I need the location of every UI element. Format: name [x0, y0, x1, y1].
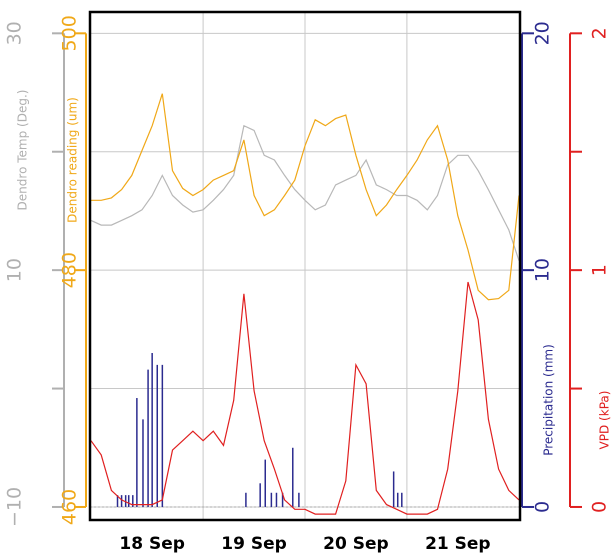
x-tick-label: 18 Sep [119, 534, 185, 554]
axis-title: Dendro reading (um) [66, 97, 80, 223]
y-tick-label: 460 [59, 489, 81, 525]
y-tick-label: 10 [4, 258, 26, 282]
y-tick-label: 480 [59, 252, 81, 288]
y-tick-label: 30 [4, 21, 26, 45]
series-line [90, 124, 520, 261]
plot-frame [88, 10, 522, 522]
y-tick-label: 20 [532, 21, 554, 45]
series-line [91, 93, 520, 301]
y-tick-label: 0 [589, 501, 611, 513]
x-tick-label: 20 Sep [323, 534, 389, 554]
series-line [90, 281, 520, 515]
y-tick-label: 500 [59, 15, 81, 51]
x-tick-label: 21 Sep [425, 534, 491, 554]
axis-title: VPD (kPa) [598, 391, 612, 450]
y-tick-label: 0 [532, 501, 554, 513]
y-tick-label: 2 [589, 27, 611, 39]
y-tick-label: 1 [589, 264, 611, 276]
y-tick-label: 10 [532, 258, 554, 282]
x-tick-label: 19 Sep [221, 534, 287, 554]
y-tick-label: −10 [4, 487, 26, 527]
axis-title: Dendro Temp (Deg.) [16, 90, 30, 211]
axis-title: Precipitation (mm) [542, 344, 556, 456]
